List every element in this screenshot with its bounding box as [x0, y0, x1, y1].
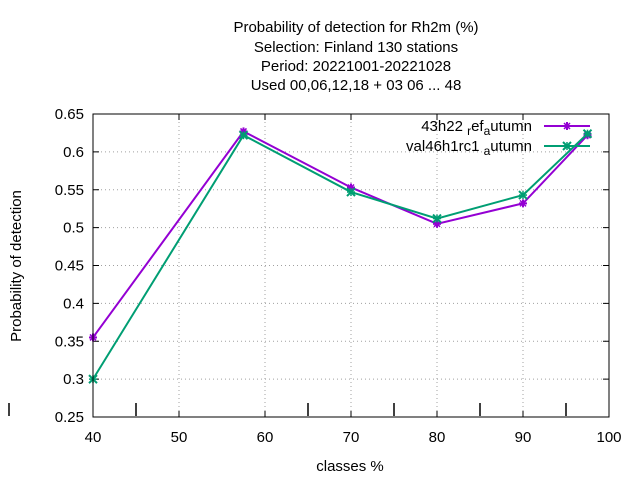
y-tick-label: 0.5: [63, 220, 84, 237]
grid: [93, 114, 609, 417]
y-axis-label: Probability of detection: [8, 190, 25, 342]
series-layer: [88, 127, 593, 384]
y-tick-label: 0.3: [63, 371, 84, 388]
series-2-point: [432, 213, 442, 224]
series-2-point: [238, 130, 249, 140]
x-axis-label: classes %: [316, 458, 384, 475]
x-tick-label: 40: [85, 429, 102, 446]
title-line-3: Period: 20221001-20221028: [261, 58, 451, 75]
series-line-2: [92, 132, 589, 380]
y-tick-label: 0.6: [63, 144, 84, 161]
x-tick-label: 100: [596, 429, 621, 446]
y-tick-label: 0.65: [55, 106, 84, 123]
legend-label-1: 43h22 refautumn: [421, 118, 532, 138]
x-tick-label: 70: [343, 429, 360, 446]
series-2-point: [518, 190, 528, 200]
series-line-1: [92, 130, 589, 339]
y-tick-label: 0.35: [55, 333, 84, 350]
series-2-point: [346, 187, 356, 197]
y-tick-label: 0.55: [55, 182, 84, 199]
title-line-1: Probability of detection for Rh2m (%): [233, 19, 478, 36]
chart-title: Probability of detection for Rh2m (%) Se…: [233, 19, 478, 94]
title-line-4: Used 00,06,12,18 + 03 06 ... 48: [251, 77, 462, 94]
x-tick-label: 90: [515, 429, 532, 446]
x-tick-label: 50: [171, 429, 188, 446]
legend-marker-1: [563, 122, 571, 130]
legend-marker-2: [562, 141, 572, 151]
series-1-point: [519, 199, 527, 208]
y-tick-label: 0.4: [63, 295, 84, 312]
legend-label-2: val46h1rc1 autumn: [406, 138, 532, 158]
x-tick-label: 80: [429, 429, 446, 446]
title-line-2: Selection: Finland 130 stations: [254, 39, 458, 56]
y-tick-label: 0.45: [55, 258, 84, 275]
tick-labels: 0.25 0.3 0.35 0.4 0.45 0.5 0.55 0.6 0.65 40 50 60 70…: [55, 106, 622, 446]
y-tick-label: 0.25: [55, 409, 84, 426]
axis-ticks: [8, 113, 610, 418]
series-2-point: [582, 128, 593, 139]
plot-frame: [92, 113, 610, 418]
x-tick-label: 60: [257, 429, 274, 446]
